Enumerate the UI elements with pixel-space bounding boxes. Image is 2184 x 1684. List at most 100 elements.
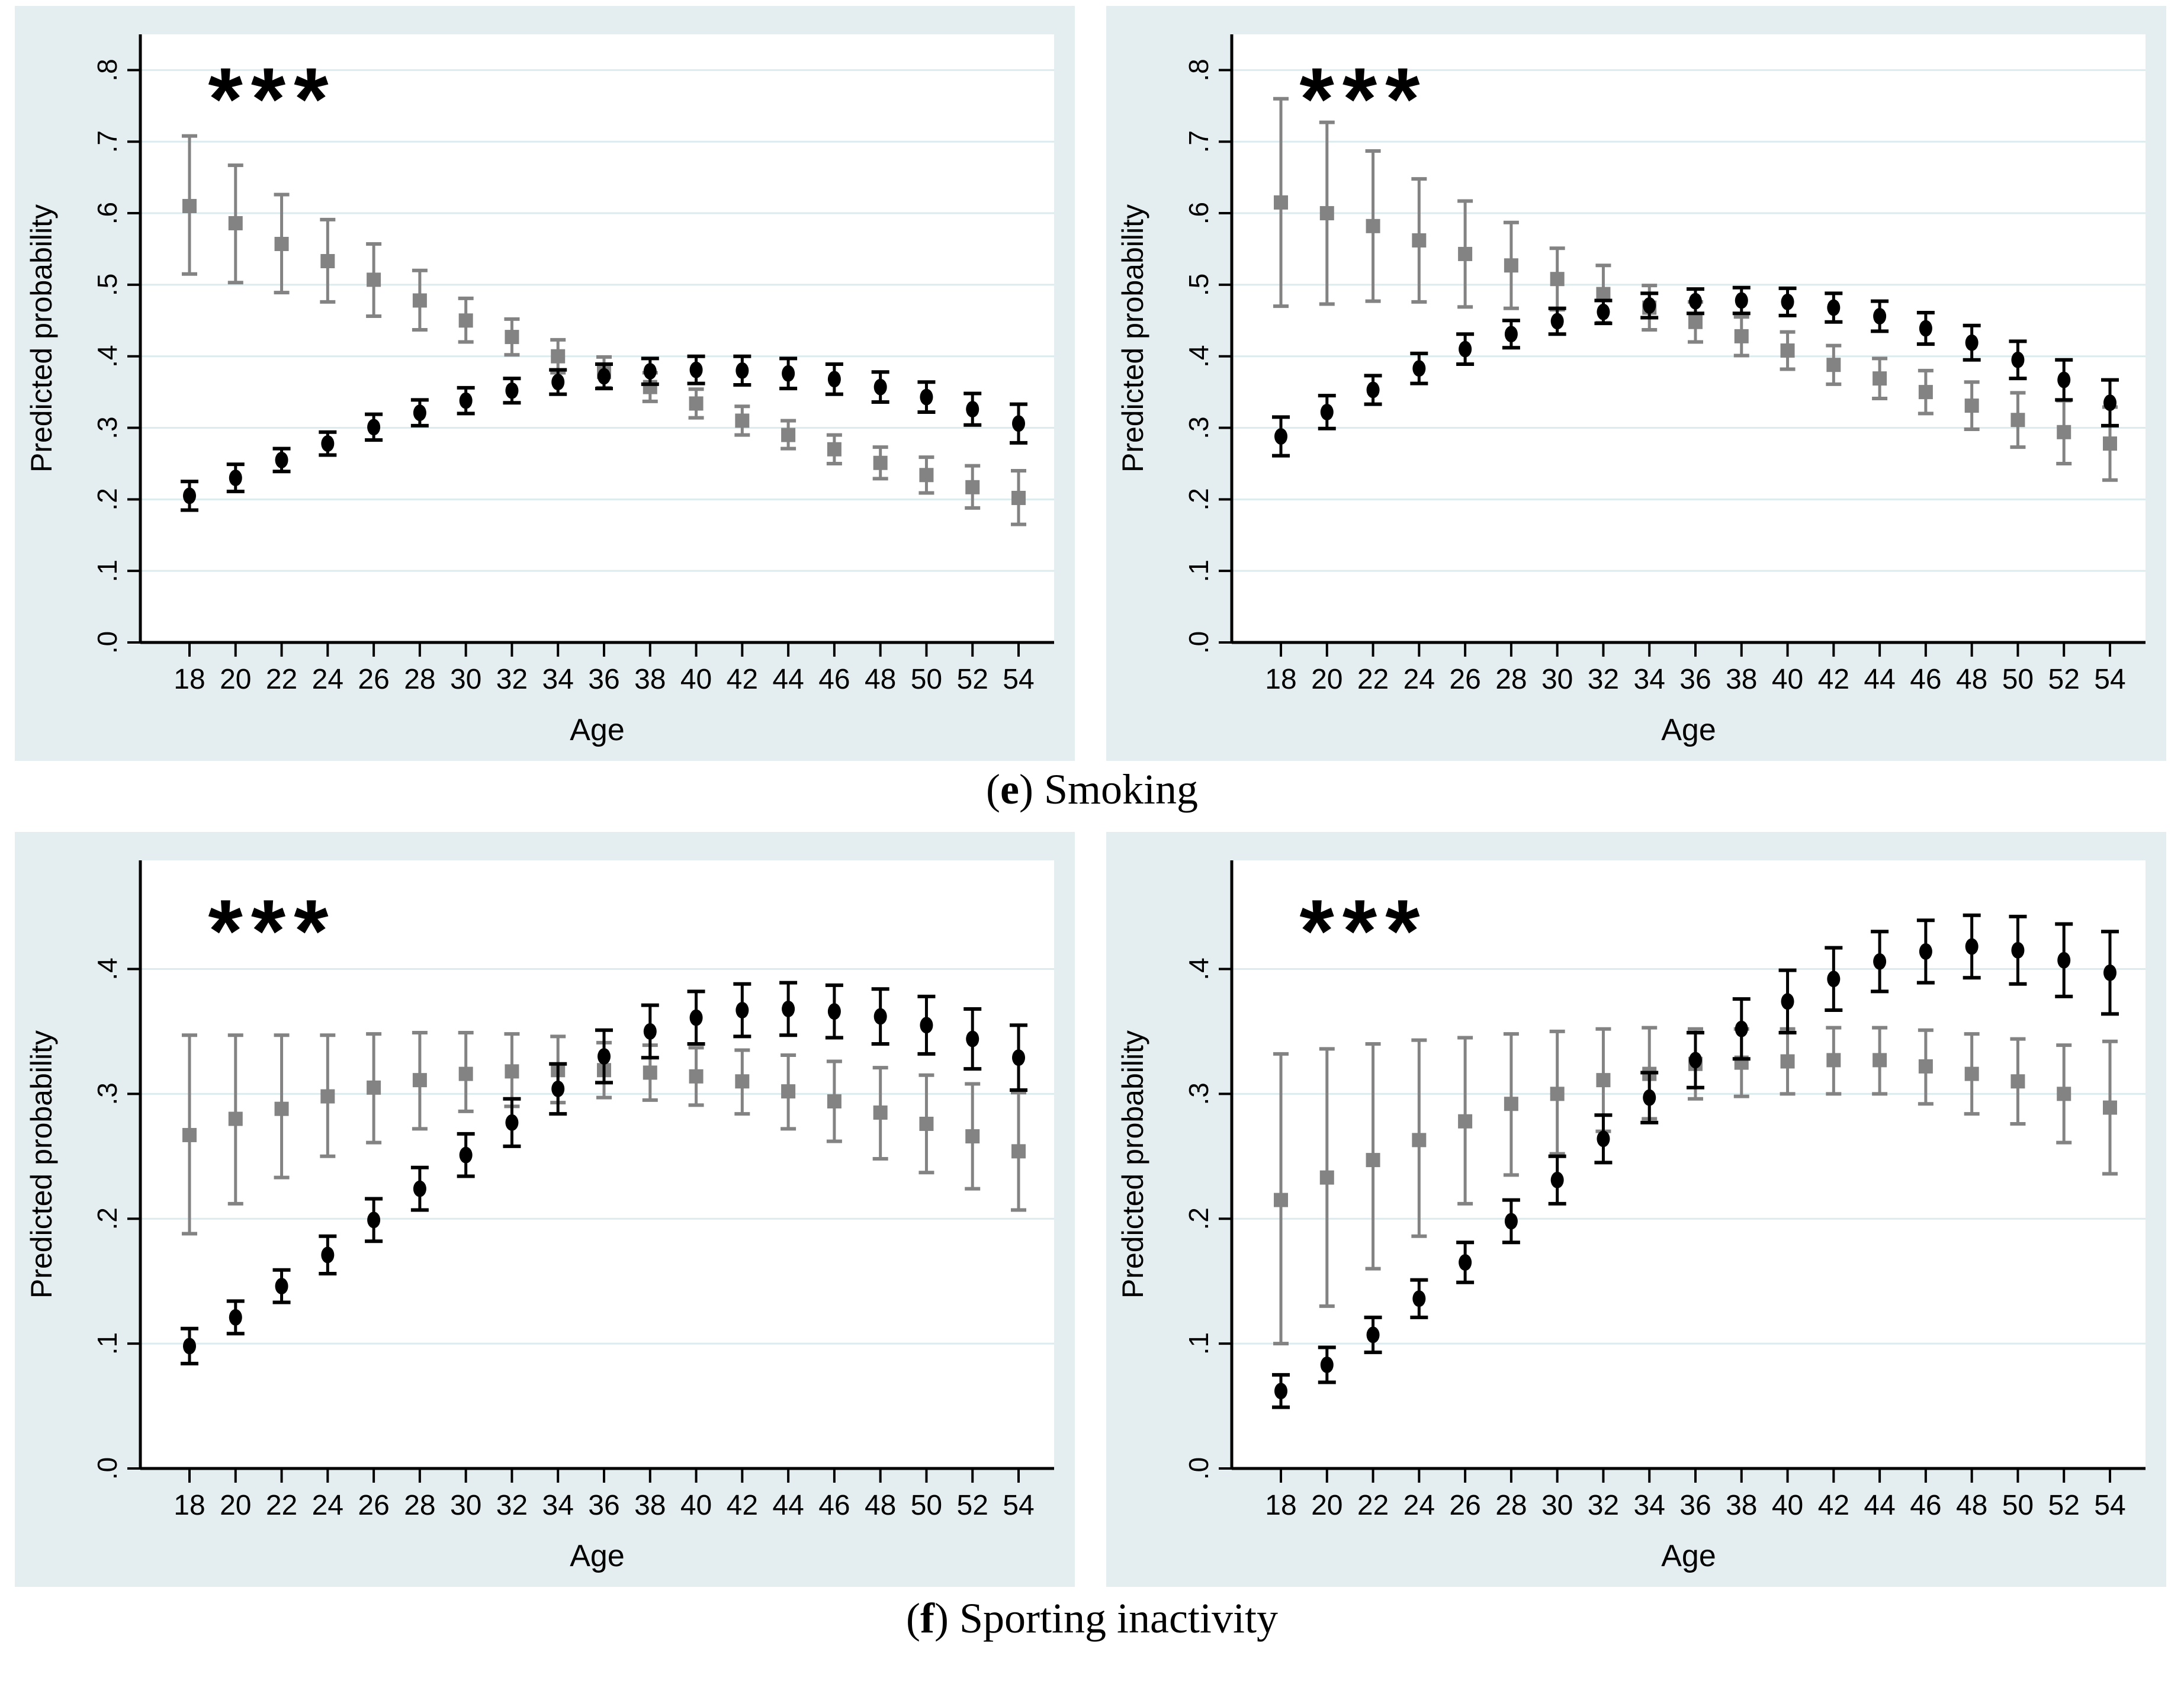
x-tick-label: 52 [957, 1490, 988, 1521]
y-tick-label: .5 [92, 274, 123, 296]
panel-smoking-left: .0 .1 .2 .3 .4 .5 .6 .7 .8 18 20 22 24 26 28 30 32 34 36 38… [15, 6, 1075, 761]
caption-text: Sporting inactivity [959, 1595, 1278, 1642]
panel-sporting-inactivity-right: .0 .1 .2 .3 .4 18 20 22 24 26 28 30 32 34 36 38 40 42 44 46… [1106, 832, 2166, 1587]
series-black-circles [1272, 285, 2119, 458]
x-tick-label: 24 [1403, 1490, 1435, 1521]
x-tick-label: 44 [772, 1490, 804, 1521]
marker-circle [1919, 943, 1932, 960]
plot-area [140, 34, 1054, 642]
series-black-circles [181, 354, 1027, 512]
significance-stars: *** [1299, 49, 1428, 149]
x-tick-label: 22 [1357, 664, 1389, 695]
x-tick-label: 52 [2048, 1490, 2080, 1521]
x-tick-label: 40 [1772, 1490, 1803, 1521]
x-tick-label: 42 [1818, 664, 1849, 695]
x-tick-label: 44 [1864, 664, 1895, 695]
marker-circle [1320, 1356, 1334, 1373]
y-axis-title: Predicted probability [1116, 1030, 1149, 1299]
significance-stars: *** [208, 881, 336, 981]
marker-circle [1827, 299, 1841, 316]
marker-circle [1550, 1171, 1564, 1188]
y-tick-label: .3 [1183, 1082, 1214, 1105]
y-tick-label: .2 [92, 1207, 123, 1230]
y-axis-title: Predicted probability [25, 204, 58, 473]
y-tick-label: .7 [92, 130, 123, 153]
marker-square [1780, 1054, 1795, 1069]
marker-circle [367, 1211, 381, 1229]
marker-square [412, 293, 427, 308]
marker-circle [321, 1246, 335, 1264]
marker-square [1550, 272, 1565, 287]
marker-square [2103, 1100, 2117, 1115]
x-tick-label: 28 [1495, 664, 1527, 695]
x-tick-label: 42 [1818, 1490, 1849, 1521]
caption-text: Smoking [1043, 766, 1198, 813]
y-tick-label: .2 [1183, 488, 1214, 510]
marker-circle [920, 388, 933, 406]
marker-square [1458, 246, 1473, 261]
marker-circle [1781, 993, 1794, 1010]
x-tick-label: 22 [266, 1490, 297, 1521]
marker-square [458, 313, 473, 328]
marker-square [781, 1084, 796, 1099]
x-tick-label: 26 [1449, 664, 1480, 695]
caption-sporting-inactivity: (f) Sporting inactivity [0, 1594, 2184, 1643]
x-tick-label: 50 [2002, 664, 2034, 695]
marker-circle [1012, 1049, 1025, 1066]
x-tick-label: 20 [1311, 1490, 1342, 1521]
chart-f-right: .0 .1 .2 .3 .4 18 20 22 24 26 28 30 32 34 36 38 40 42 44 46… [1106, 832, 2166, 1587]
x-tick-label: 24 [312, 664, 343, 695]
x-tick-label: 38 [634, 1490, 666, 1521]
marker-square [919, 468, 934, 483]
marker-square [1596, 1073, 1611, 1088]
y-tick-label: .8 [92, 59, 123, 81]
series-black-circles [181, 981, 1027, 1365]
x-tick-label: 18 [174, 664, 205, 695]
marker-circle [1366, 1326, 1380, 1344]
x-tick-label: 42 [727, 1490, 758, 1521]
significance-stars: *** [1299, 881, 1428, 981]
marker-square [1873, 371, 1887, 386]
y-axis-title: Predicted probability [25, 1030, 58, 1299]
marker-square [735, 413, 750, 428]
marker-circle [413, 1180, 426, 1197]
marker-square [320, 254, 335, 269]
marker-circle [827, 1003, 841, 1020]
y-tick-label: .5 [1183, 274, 1214, 296]
marker-square [505, 1064, 519, 1079]
marker-circle [1735, 292, 1748, 309]
x-tick-label: 54 [2094, 664, 2125, 695]
marker-circle [827, 371, 841, 388]
x-axis-title: Age [570, 713, 625, 747]
caption-close-paren: ) [1019, 766, 1044, 813]
x-tick-label: 34 [542, 664, 574, 695]
marker-square [1412, 233, 1427, 248]
marker-square [1458, 1114, 1473, 1129]
marker-circle [2057, 952, 2071, 969]
x-tick-label: 28 [1495, 1490, 1527, 1521]
marker-square [1964, 1066, 1979, 1081]
x-axis-title: Age [570, 1539, 625, 1573]
y-axis-title: Predicted probability [1116, 204, 1149, 473]
marker-circle [1873, 308, 1887, 325]
plot-area [1232, 860, 2146, 1468]
marker-circle [598, 368, 611, 385]
y-tick-label: .1 [1183, 1332, 1214, 1355]
x-tick-label: 32 [496, 1490, 528, 1521]
marker-circle [1781, 293, 1794, 310]
marker-square [551, 349, 566, 364]
caption-open-paren: ( [986, 766, 1000, 813]
x-tick-label: 20 [220, 664, 251, 695]
y-tick-label: .0 [1183, 631, 1214, 654]
chart-f-left: .0 .1 .2 .3 .4 18 20 22 24 26 28 30 32 34 36 38 40 42 44 46… [15, 832, 1075, 1587]
marker-square [1319, 1170, 1334, 1185]
x-tick-label: 54 [2094, 1490, 2125, 1521]
marker-circle [1919, 320, 1932, 337]
marker-circle [1735, 1020, 1748, 1037]
marker-circle [689, 1009, 703, 1026]
x-axis-title: Age [1661, 1539, 1716, 1573]
marker-circle [1550, 313, 1564, 330]
marker-square [1319, 206, 1334, 221]
marker-circle [551, 1080, 565, 1097]
